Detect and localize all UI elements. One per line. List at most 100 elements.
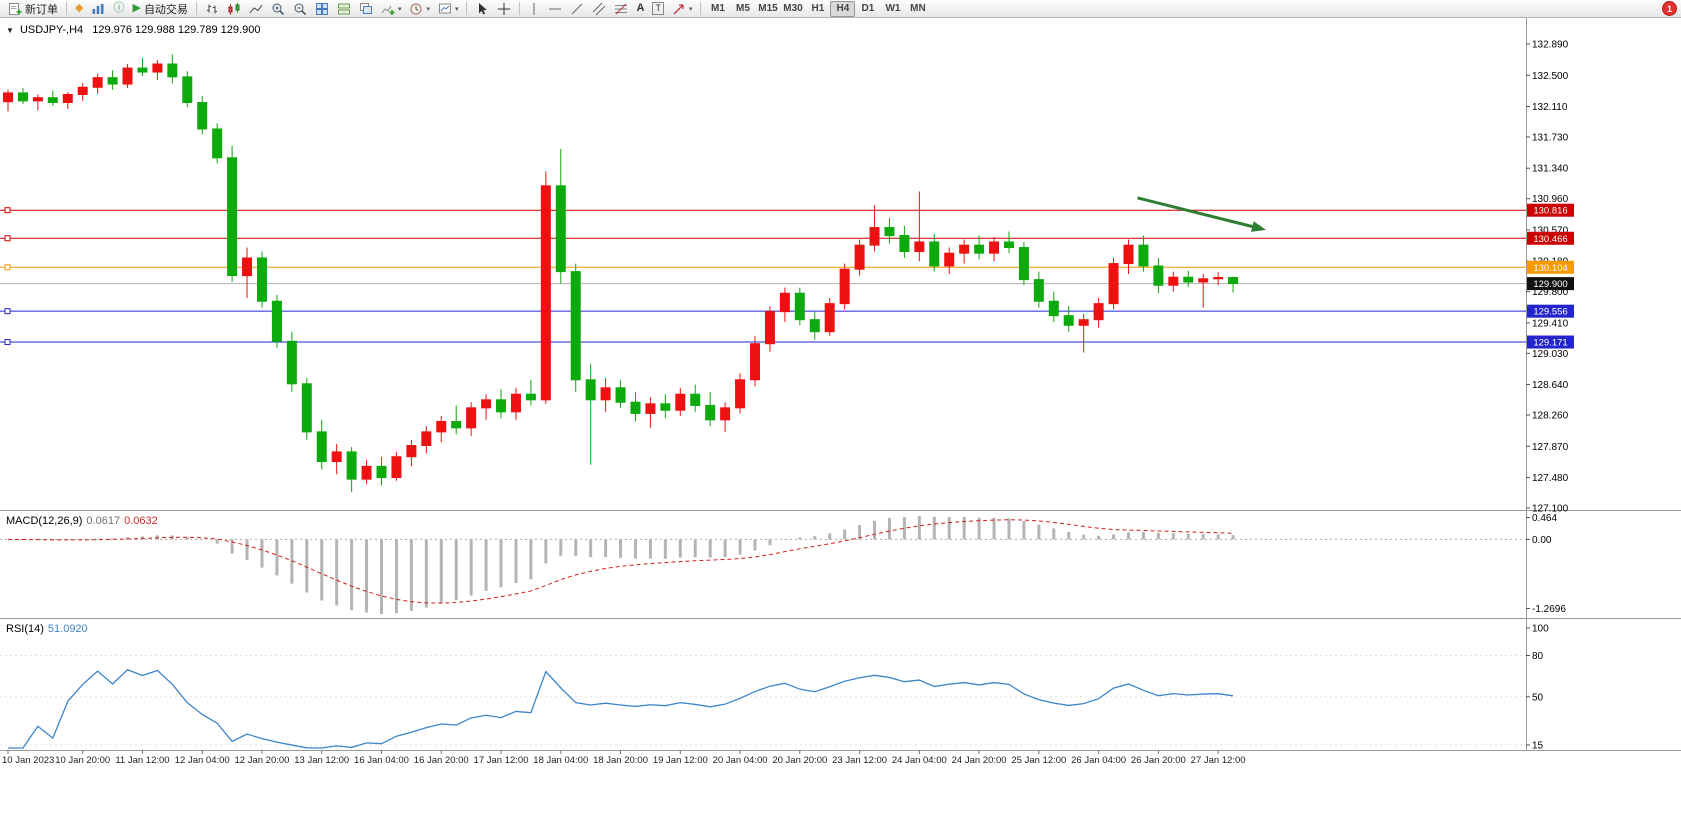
periods-button[interactable]: ▾ — [405, 1, 434, 17]
main-toolbar: 新订单 ◆ ⓘ ▶ 自动交易 — [0, 0, 1681, 18]
macd-main-value: 0.0617 — [86, 515, 121, 527]
trendline-button[interactable] — [566, 1, 588, 17]
timeframe-m30-button[interactable]: M30 — [780, 1, 805, 17]
arrow-shape-icon — [673, 3, 684, 14]
chevron-down-icon: ▾ — [454, 5, 459, 13]
crosshair-button[interactable] — [493, 1, 515, 17]
text-button[interactable]: A — [632, 1, 648, 17]
chart-symbol-period: USDJPY-,H4 — [19, 24, 84, 36]
svg-text:12 Jan 20:00: 12 Jan 20:00 — [235, 755, 290, 766]
candles-layer — [3, 54, 1239, 492]
tile-horizontal-icon — [337, 3, 350, 14]
svg-text:130.816: 130.816 — [1533, 206, 1567, 217]
svg-text:132.500: 132.500 — [1532, 71, 1569, 82]
channel-icon — [593, 2, 606, 15]
svg-text:130.104: 130.104 — [1533, 263, 1567, 274]
new-order-icon — [9, 2, 22, 15]
svg-text:130.960: 130.960 — [1532, 194, 1569, 205]
candlestick-chart-button[interactable] — [223, 1, 245, 17]
market-watch-button[interactable]: ◆ — [71, 1, 87, 17]
timeframe-mn-button[interactable]: MN — [905, 1, 930, 17]
svg-text:10 Jan 2023: 10 Jan 2023 — [2, 755, 54, 766]
horizontal-line-button[interactable] — [544, 1, 566, 17]
axes-layer: 132.890 132.500 132.110 131.730 131.340 130.9… — [0, 18, 1681, 766]
channel-button[interactable] — [588, 1, 610, 17]
zoom-in-button[interactable] — [267, 1, 289, 17]
tile-horizontal-button[interactable] — [333, 1, 355, 17]
timeframe-m1-button[interactable]: M1 — [705, 1, 730, 17]
notification-badge[interactable]: 1 — [1662, 1, 1677, 16]
svg-text:129.171: 129.171 — [1533, 338, 1567, 349]
text-label-icon: T — [652, 2, 664, 15]
svg-text:16 Jan 20:00: 16 Jan 20:00 — [414, 755, 469, 766]
svg-text:18 Jan 20:00: 18 Jan 20:00 — [593, 755, 648, 766]
svg-text:20 Jan 04:00: 20 Jan 04:00 — [713, 755, 768, 766]
svg-text:130.570: 130.570 — [1532, 225, 1569, 236]
bar-chart-button[interactable] — [201, 1, 223, 17]
timeframe-h4-button[interactable]: H4 — [830, 0, 856, 17]
svg-text:17 Jan 12:00: 17 Jan 12:00 — [474, 755, 529, 766]
svg-text:127.100: 127.100 — [1532, 504, 1569, 515]
templates-button[interactable]: ▾ — [434, 1, 463, 17]
tile-windows-icon — [315, 2, 328, 15]
svg-text:129.410: 129.410 — [1532, 318, 1569, 329]
svg-text:128.260: 128.260 — [1532, 411, 1569, 422]
timeframe-m15-button[interactable]: M15 — [755, 1, 780, 17]
svg-text:127.480: 127.480 — [1532, 473, 1569, 484]
timeframe-w1-button[interactable]: W1 — [880, 1, 905, 17]
terminal-info-button[interactable]: ⓘ — [109, 1, 128, 17]
zoom-out-button[interactable] — [289, 1, 311, 17]
tile-windows-button[interactable] — [311, 1, 333, 17]
svg-text:12 Jan 04:00: 12 Jan 04:00 — [175, 755, 230, 766]
symbol-dropdown-icon[interactable]: ▼ — [6, 26, 14, 35]
svg-text:132.890: 132.890 — [1532, 40, 1569, 51]
vertical-line-button[interactable] — [524, 1, 544, 17]
svg-text:129.900: 129.900 — [1533, 279, 1567, 290]
toolbar-separator — [195, 2, 197, 15]
svg-text:20 Jan 20:00: 20 Jan 20:00 — [772, 755, 827, 766]
svg-text:16 Jan 04:00: 16 Jan 04:00 — [354, 755, 409, 766]
new-order-button[interactable]: 新订单 — [4, 1, 62, 17]
svg-text:24 Jan 04:00: 24 Jan 04:00 — [892, 755, 947, 766]
timeframe-m5-button[interactable]: M5 — [730, 1, 755, 17]
text-label-button[interactable]: T — [648, 1, 668, 17]
add-indicator-button[interactable]: ▾ — [377, 1, 406, 17]
rsi-value: 51.0920 — [47, 623, 88, 635]
cursor-icon — [479, 2, 488, 14]
hlines-layer — [0, 207, 1526, 346]
svg-text:128.640: 128.640 — [1532, 380, 1569, 391]
autotrading-button[interactable]: ▶ 自动交易 — [128, 1, 191, 17]
macd-name: MACD(12,26,9) — [6, 515, 83, 527]
line-chart-icon — [249, 4, 263, 13]
cascade-windows-button[interactable] — [355, 1, 377, 17]
svg-text:0.00: 0.00 — [1532, 535, 1552, 546]
svg-text:129.800: 129.800 — [1532, 287, 1569, 298]
svg-text:127.870: 127.870 — [1532, 442, 1569, 453]
autotrading-label: 自动交易 — [143, 3, 188, 16]
vertical-line-icon — [533, 2, 535, 15]
data-window-button[interactable] — [87, 1, 109, 17]
svg-text:11 Jan 12:00: 11 Jan 12:00 — [115, 755, 169, 766]
macd-indicator-label: MACD(12,26,9) 0.0617 0.0632 — [6, 515, 158, 527]
timeframe-d1-button[interactable]: D1 — [855, 1, 880, 17]
crosshair-icon — [498, 2, 511, 15]
indicator-layer — [0, 516, 1526, 749]
svg-text:-1.2696: -1.2696 — [1532, 604, 1566, 615]
horizontal-line-icon — [549, 8, 562, 9]
svg-text:19 Jan 12:00: 19 Jan 12:00 — [653, 755, 708, 766]
cursor-button[interactable] — [471, 1, 493, 17]
chart-ohlc-values: 129.976 129.988 129.789 129.900 — [92, 24, 261, 36]
line-chart-button[interactable] — [245, 1, 267, 17]
svg-text:25 Jan 12:00: 25 Jan 12:00 — [1011, 755, 1066, 766]
cascade-windows-icon — [359, 2, 372, 14]
svg-text:131.730: 131.730 — [1532, 132, 1569, 143]
shapes-button[interactable]: ▾ — [668, 1, 697, 17]
fibonacci-button[interactable] — [610, 1, 632, 17]
toolbar-separator — [519, 2, 521, 15]
toolbar-separator — [700, 2, 702, 15]
svg-text:27 Jan 12:00: 27 Jan 12:00 — [1191, 755, 1246, 766]
timeframe-h1-button[interactable]: H1 — [805, 1, 830, 17]
template-chart-icon — [438, 3, 451, 13]
